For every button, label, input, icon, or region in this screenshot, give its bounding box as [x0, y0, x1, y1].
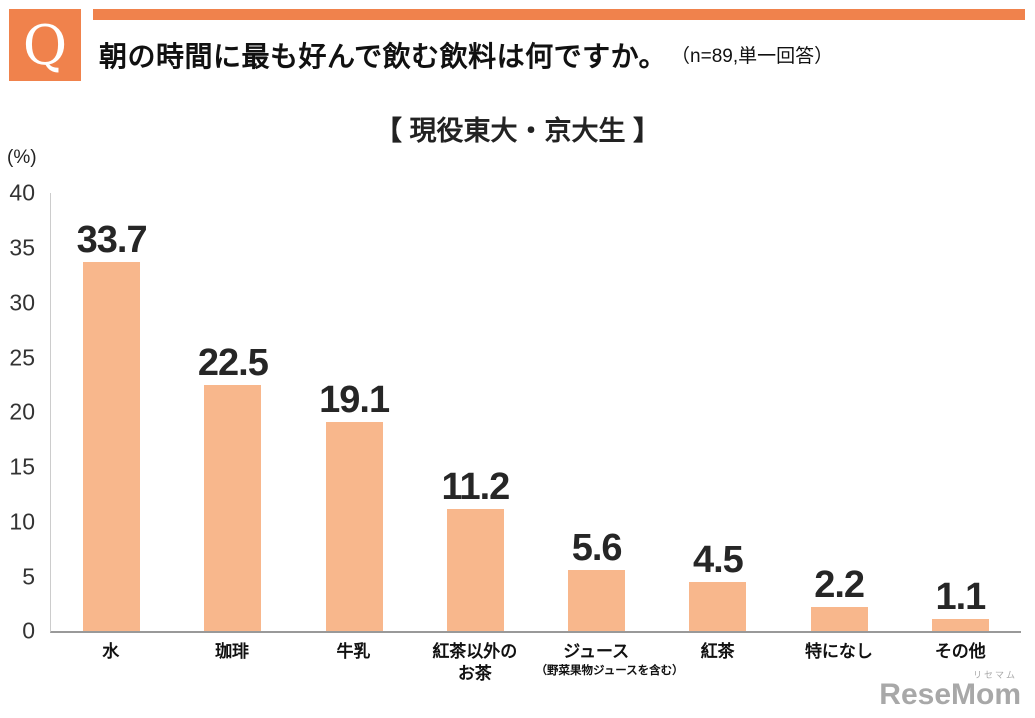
bar-column: 4.5: [657, 539, 778, 632]
category-label: その他: [900, 641, 1021, 685]
bar-value-label: 2.2: [814, 564, 865, 607]
chart-title: 【 現役東大・京大生 】: [374, 116, 660, 146]
category-sublabel: （野菜果物ジュースを含む）: [535, 665, 684, 678]
category-label: 特になし: [778, 641, 899, 685]
y-tick-label: 25: [9, 344, 35, 371]
category-label: 牛乳: [293, 641, 414, 685]
category-label: ジュース （野菜果物ジュースを含む）: [535, 641, 684, 685]
bar-value-label: 22.5: [197, 342, 269, 385]
bar-column: 22.5: [172, 342, 293, 632]
bar-value-label: 5.6: [571, 527, 623, 570]
bar-value-label: 19.1: [319, 379, 390, 422]
category-label: 水: [50, 641, 171, 685]
category-label-line1: その他: [934, 642, 986, 662]
y-tick-label: 10: [9, 508, 35, 535]
bar-column: 1.1: [900, 576, 1021, 632]
y-axis-unit-label: (%): [7, 147, 37, 169]
y-axis-ticks: 0 5 10 15 20 25 30 35 40: [1, 181, 45, 642]
bar-value-label: 4.5: [692, 539, 744, 582]
q-badge-letter: Q: [22, 13, 68, 77]
y-tick-label: 20: [9, 398, 35, 425]
bar-chart: (%) 0 5 10 15 20 25 30 35 40 33.7 22.5 19.1 11.2 5.6…: [7, 147, 1021, 685]
q-badge: Q: [9, 9, 81, 81]
category-label-line1: ジュース: [563, 642, 630, 662]
bar-column: 2.2: [779, 564, 900, 632]
question-title: 朝の時間に最も好んで飲む飲料は何ですか。: [99, 40, 668, 72]
bar: [325, 422, 383, 632]
category-label-line1: 紅茶以外の: [432, 642, 518, 662]
category-label-line2: お茶: [457, 664, 492, 684]
bar: [810, 607, 868, 632]
question-note: （n=89,単一回答）: [671, 46, 834, 67]
y-tick-label: 30: [9, 289, 35, 316]
bar-column: 5.6: [536, 527, 657, 632]
y-tick-label: 5: [22, 563, 35, 590]
y-tick-label: 40: [9, 179, 35, 206]
question-header: Q 朝の時間に最も好んで飲む飲料は何ですか。 （n=89,単一回答）: [0, 0, 1035, 81]
bar-value-label: 33.7: [76, 219, 148, 262]
bar-column: 19.1: [294, 379, 415, 632]
category-label: 紅茶: [657, 641, 778, 685]
category-label-line1: 水: [102, 642, 120, 662]
bar: [931, 619, 989, 632]
question-title-block: 朝の時間に最も好んで飲む飲料は何ですか。 （n=89,単一回答）: [93, 9, 1025, 81]
category-label-line1: 紅茶: [700, 642, 735, 662]
x-axis-labels: 水 珈琲 牛乳 紅茶以外の お茶 ジュース （野菜果物ジュースを含む） 紅茶 特になし その他: [50, 641, 1021, 685]
bar-column: 33.7: [51, 219, 172, 632]
category-label-line1: 特になし: [804, 642, 873, 662]
category-label-line1: 牛乳: [336, 642, 371, 662]
y-tick-label: 15: [9, 453, 35, 480]
resemom-logo-text: ReseMom: [879, 678, 1021, 711]
category-label: 珈琲: [171, 641, 292, 685]
resemom-logo: リセマム ReseMom: [879, 671, 1021, 710]
category-label-line1: 珈琲: [215, 642, 250, 662]
bar: [446, 508, 504, 632]
bar: [689, 582, 747, 632]
y-tick-label: 0: [22, 617, 35, 644]
plot-area: (%) 0 5 10 15 20 25 30 35 40 33.7 22.5 19.1 11.2 5.6…: [7, 147, 1021, 642]
bar-column: 11.2: [415, 468, 536, 632]
bar: [83, 262, 141, 632]
y-tick-label: 35: [9, 234, 35, 261]
bar-value-label: 1.1: [935, 576, 986, 619]
bar: [204, 385, 262, 632]
bar: [568, 570, 626, 632]
category-label: 紅茶以外の お茶: [414, 641, 535, 685]
bar-value-label: 11.2: [441, 465, 510, 508]
resemom-logo-katakana: リセマム: [972, 670, 1017, 680]
